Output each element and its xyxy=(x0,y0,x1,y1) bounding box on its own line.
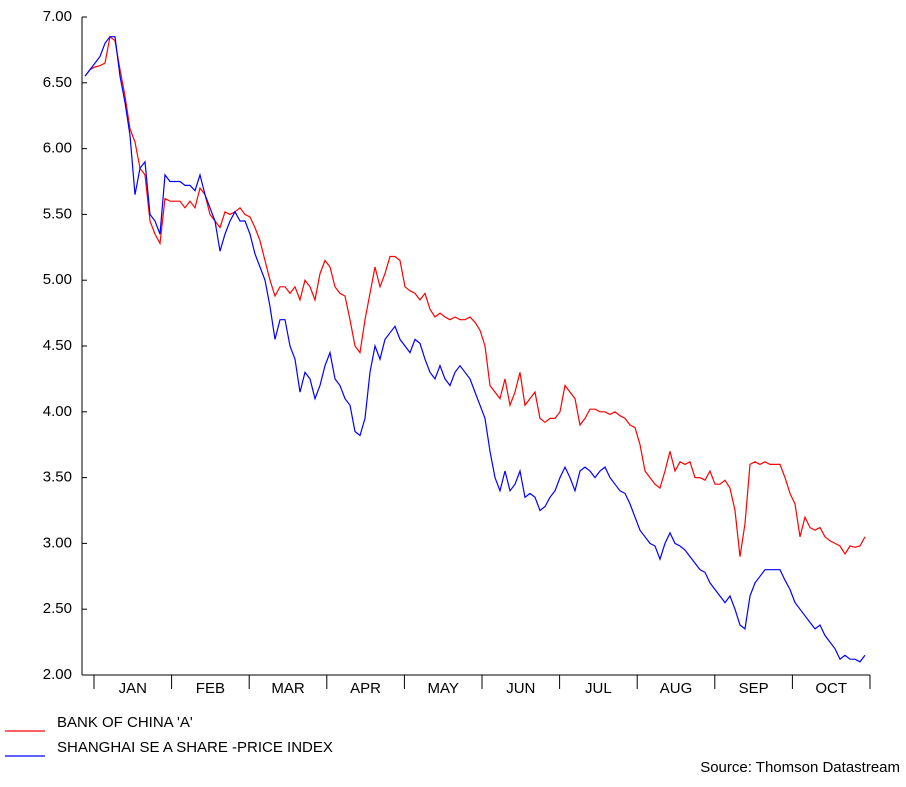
x-tick-label: FEB xyxy=(196,680,225,697)
source-note: Source: Thomson Datastream xyxy=(700,759,900,776)
x-tick-label: MAR xyxy=(271,680,305,697)
y-tick-label: 5.00 xyxy=(43,271,72,288)
x-tick-label: AUG xyxy=(660,680,693,697)
y-tick-label: 7.00 xyxy=(43,8,72,25)
y-tick-label: 4.00 xyxy=(43,403,72,420)
x-tick-label: JUN xyxy=(506,680,535,697)
y-tick-label: 3.50 xyxy=(43,469,72,486)
x-tick-label: MAY xyxy=(427,680,458,697)
x-tick-label: JAN xyxy=(119,680,147,697)
y-tick-label: 2.00 xyxy=(43,666,72,683)
y-tick-label: 2.50 xyxy=(43,600,72,617)
x-tick-label: OCT xyxy=(815,680,847,697)
series-line xyxy=(84,35,866,557)
legend-label: SHANGHAI SE A SHARE -PRICE INDEX xyxy=(57,739,333,756)
y-tick-label: 4.50 xyxy=(43,337,72,354)
legend-label: BANK OF CHINA 'A' xyxy=(57,714,193,731)
x-tick-label: SEP xyxy=(739,680,769,697)
series-line xyxy=(84,36,866,663)
y-tick-label: 5.50 xyxy=(43,205,72,222)
y-tick-label: 3.00 xyxy=(43,534,72,551)
y-tick-label: 6.00 xyxy=(43,140,72,157)
x-tick-label: APR xyxy=(350,680,381,697)
y-tick-label: 6.50 xyxy=(43,74,72,91)
x-tick-label: JUL xyxy=(585,680,612,697)
